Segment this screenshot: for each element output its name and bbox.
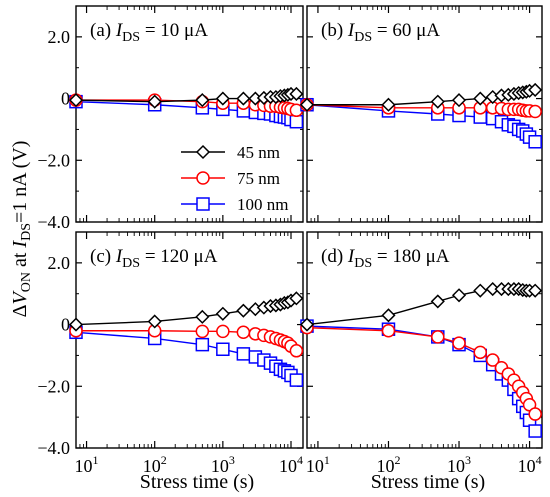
x-tick-label: 102 [143,453,167,476]
y-tick-label: 0 [61,89,70,109]
data-point [528,407,542,421]
data-point [68,317,84,332]
data-point [215,91,230,106]
series-45-nm [299,82,543,112]
series-45-nm [68,291,304,332]
data-point [216,342,230,357]
y-tick-label: 2.0 [48,27,71,47]
data-point [528,424,542,438]
plot-frame [306,231,543,449]
x-tick-label: 103 [211,453,235,476]
data-point [289,344,304,358]
data-point [289,291,304,306]
y-tick-label: −4.0 [37,212,70,232]
y-label-v: V [9,289,31,304]
x-tick-label: 104 [518,453,542,476]
data-point [431,330,445,344]
x-tick-label: 101 [306,453,330,476]
x-tick-label: 103 [447,453,471,476]
data-point [236,347,251,361]
data-point [68,93,84,108]
panel-d: 101 102 103 104 (d) IDS = 180 μA [299,231,543,476]
series-75-nm [300,320,542,421]
data-point [381,308,396,323]
data-point [215,306,230,321]
y-tick-label: −2.0 [37,376,70,396]
plot-frame [75,231,304,449]
data-point [473,91,488,106]
panel-b: (b) IDS = 60 μA 45 nm 75 nm 100 nm [181,5,543,223]
panels-group: 2.00−2.0−4.0(a) IDS = 10 μA (b) IDS = 60 … [37,5,543,476]
data-point [289,373,304,387]
x-tick-label: 104 [279,453,303,476]
data-point [528,283,543,298]
data-point [485,353,500,367]
data-point [451,288,467,303]
data-point [299,317,315,332]
y-label-delta: Δ [9,304,31,317]
data-point [299,97,315,112]
data-point [195,93,210,108]
series-45-nm [68,86,304,109]
data-point [430,294,445,309]
data-point [147,314,162,329]
data-point [236,91,251,106]
data-point [381,323,396,338]
y-tick-label: −4.0 [37,438,70,458]
panel-title: (c) IDS = 120 μA [90,246,218,271]
data-point [289,86,304,102]
x-axis-label-left: Stress time (s) [140,471,254,493]
panel-title: (a) IDS = 10 μA [90,20,208,45]
panel-title: (b) IDS = 60 μA [321,20,440,45]
x-tick-label: 102 [376,453,400,476]
series-45-nm [299,282,543,332]
data-point [528,82,543,97]
y-tick-label: −2.0 [37,150,70,170]
y-axis-label: ΔVON at IDS=1 nA (V) [9,141,34,318]
legend-label: 75 nm [237,169,280,188]
data-point [430,94,445,109]
series-75-nm [300,97,542,119]
data-point [473,283,488,298]
y-label-at: at [9,248,31,272]
data-point [216,324,230,339]
legend-label: 45 nm [237,143,280,162]
data-point [289,114,304,129]
y-label-i: I [9,240,31,249]
data-point [195,309,210,324]
y-label-on: ON [19,272,34,292]
legend-marker [196,197,210,211]
plot-frame [75,5,304,223]
x-tick-label: 101 [75,453,99,476]
data-point [195,337,210,352]
data-point [147,94,162,109]
data-point [451,93,467,108]
data-point [528,104,542,119]
panel-a: 2.0 0 −2.0 −4.0 (a) IDS = 10 μA [37,5,304,232]
data-point [473,345,488,360]
y-tick-label: 2.0 [48,253,71,273]
data-point [236,303,251,318]
data-point [381,97,396,112]
legend: 45 nm 75 nm 100 nm [181,143,288,214]
panel-title: (d) IDS = 180 μA [321,246,450,271]
series-75-nm [69,323,304,358]
y-tick-label: 0 [61,315,70,335]
data-point [236,325,251,340]
y-label-ds: DS [19,223,34,241]
legend-label: 100 nm [237,195,288,214]
data-point [528,135,542,149]
legend-marker [196,171,210,185]
data-point [452,336,466,350]
x-axis-label-right: Stress time (s) [371,471,485,493]
y-label-tail: =1 nA (V) [9,141,31,223]
plot-frame [306,5,543,223]
data-point [195,324,210,339]
legend-marker [195,144,211,160]
